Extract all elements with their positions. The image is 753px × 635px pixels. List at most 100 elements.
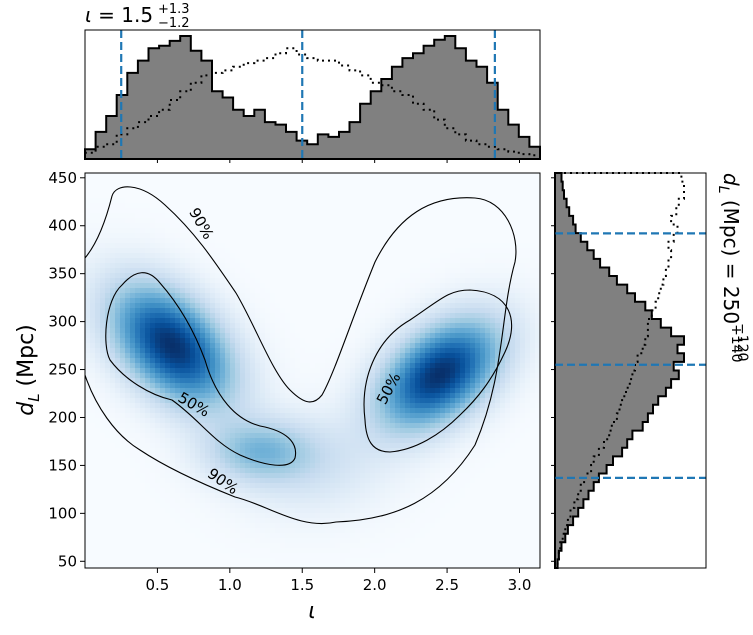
heatmap-cell <box>140 203 146 209</box>
heatmap-cell <box>245 178 251 184</box>
heatmap-cell <box>475 358 481 364</box>
heatmap-cell <box>365 363 371 369</box>
heatmap-cell <box>385 183 391 189</box>
heatmap-cell <box>95 438 101 444</box>
heatmap-cell <box>295 408 301 414</box>
heatmap-cell <box>110 303 116 309</box>
heatmap-cell <box>125 308 131 314</box>
heatmap-cell <box>480 333 486 339</box>
heatmap-cell <box>190 233 196 239</box>
heatmap-cell <box>390 268 396 274</box>
heatmap-cell <box>95 348 101 354</box>
heatmap-cell <box>185 293 191 299</box>
heatmap-cell <box>250 293 256 299</box>
heatmap-cell <box>170 253 176 259</box>
heatmap-cell <box>165 178 171 184</box>
heatmap-cell <box>415 383 421 389</box>
heatmap-cell <box>395 443 401 449</box>
heatmap-cell <box>500 438 506 444</box>
heatmap-cell <box>120 293 126 299</box>
heatmap-cell <box>400 298 406 304</box>
heatmap-cell <box>280 248 286 254</box>
heatmap-cell <box>110 273 116 279</box>
heatmap-cell <box>270 398 276 404</box>
heatmap-cell <box>510 338 516 344</box>
heatmap-cell <box>510 403 516 409</box>
heatmap-cell <box>270 248 276 254</box>
heatmap-cell <box>255 393 261 399</box>
heatmap-cell <box>500 273 506 279</box>
heatmap-cell <box>130 348 136 354</box>
heatmap-cell <box>180 408 186 414</box>
heatmap-cell <box>275 323 281 329</box>
heatmap-cell <box>405 218 411 224</box>
heatmap-cell <box>235 443 241 449</box>
heatmap-cell <box>475 223 481 229</box>
heatmap-cell <box>135 373 141 379</box>
heatmap-cell <box>325 433 331 439</box>
heatmap-cell <box>310 243 316 249</box>
heatmap-cell <box>470 398 476 404</box>
heatmap-cell <box>420 193 426 199</box>
heatmap-cell <box>450 368 456 374</box>
heatmap-cell <box>435 243 441 249</box>
heatmap-cell <box>145 278 151 284</box>
heatmap-cell <box>365 333 371 339</box>
heatmap-cell <box>465 178 471 184</box>
heatmap-cell <box>220 333 226 339</box>
heatmap-cell <box>185 278 191 284</box>
heatmap-cell <box>445 213 451 219</box>
heatmap-cell <box>385 428 391 434</box>
heatmap-cell <box>495 288 501 294</box>
heatmap-cell <box>275 378 281 384</box>
heatmap-cell <box>500 348 506 354</box>
heatmap-cell <box>145 288 151 294</box>
heatmap-cell <box>405 263 411 269</box>
heatmap-cell <box>450 283 456 289</box>
heatmap-cell <box>140 278 146 284</box>
heatmap-cell <box>150 413 156 419</box>
heatmap-cell <box>370 428 376 434</box>
heatmap-cell <box>360 373 366 379</box>
heatmap-cell <box>440 263 446 269</box>
heatmap-cell <box>260 388 266 394</box>
heatmap-cell <box>490 353 496 359</box>
heatmap-cell <box>295 313 301 319</box>
heatmap-cell <box>210 198 216 204</box>
heatmap-cell <box>385 188 391 194</box>
heatmap-cell <box>195 203 201 209</box>
heatmap-cell <box>475 263 481 269</box>
heatmap-cell <box>305 293 311 299</box>
heatmap-cell <box>520 413 526 419</box>
heatmap-cell <box>330 328 336 334</box>
heatmap-cell <box>260 413 266 419</box>
heatmap-cell <box>340 398 346 404</box>
heatmap-cell <box>145 323 151 329</box>
heatmap-cell <box>455 278 461 284</box>
heatmap-cell <box>375 278 381 284</box>
heatmap-cell <box>335 243 341 249</box>
heatmap-cell <box>175 338 181 344</box>
heatmap-cell <box>535 363 540 369</box>
heatmap-cell <box>290 323 296 329</box>
heatmap-cell <box>85 268 91 274</box>
heatmap-cell <box>470 283 476 289</box>
heatmap-cell <box>105 173 111 179</box>
heatmap-cell <box>505 183 511 189</box>
heatmap-cell <box>170 188 176 194</box>
heatmap-cell <box>255 263 261 269</box>
heatmap-cell <box>315 318 321 324</box>
heatmap-cell <box>265 173 271 179</box>
heatmap-cell <box>290 223 296 229</box>
heatmap-cell <box>85 198 91 204</box>
heatmap-cell <box>85 228 91 234</box>
heatmap-cell <box>185 263 191 269</box>
heatmap-cell <box>230 443 236 449</box>
heatmap-cell <box>285 308 291 314</box>
heatmap-cell <box>260 233 266 239</box>
heatmap-cell <box>445 383 451 389</box>
heatmap-cell <box>375 183 381 189</box>
heatmap-cell <box>295 288 301 294</box>
heatmap-cell <box>505 333 511 339</box>
heatmap-cell <box>305 198 311 204</box>
